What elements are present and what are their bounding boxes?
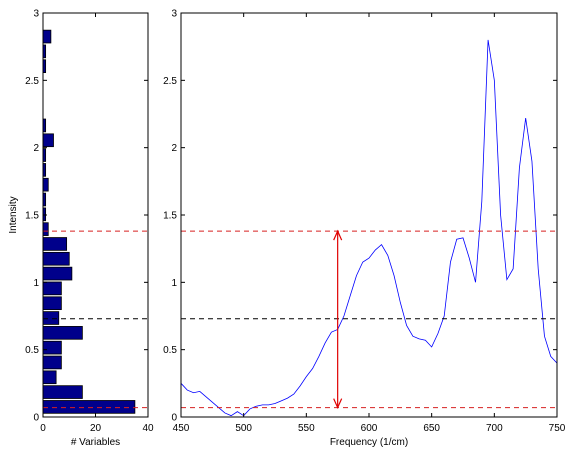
x-tick-label: 0	[40, 423, 46, 434]
x-axis-label: # Variables	[71, 437, 120, 448]
y-tick-label: 2	[33, 143, 39, 154]
x-tick-label: 40	[142, 423, 154, 434]
x-tick-label: 20	[90, 423, 102, 434]
x-tick-label: 500	[235, 423, 252, 434]
y-tick-label: 1.5	[163, 211, 177, 222]
histogram-bar	[42, 326, 83, 340]
axes: 450 500 550 600 650 700 750 0 0.5 1 1.5 2 2.5 3 Freque…	[163, 9, 566, 449]
y-axis-label: Intensity	[8, 196, 19, 233]
y-tick-label: 0	[171, 413, 177, 424]
histogram-bar	[42, 370, 57, 385]
y-tick-label: 2	[171, 143, 177, 154]
arrow-head	[333, 229, 343, 241]
histogram-bar	[42, 296, 62, 311]
x-tick-label: 600	[361, 423, 378, 434]
x-tick-label: 450	[173, 423, 190, 434]
histogram-bar	[42, 266, 73, 281]
x-tick-label: 700	[486, 423, 503, 434]
histogram-bar	[42, 222, 49, 236]
histogram-bar	[42, 281, 62, 296]
histogram-bar	[42, 251, 70, 266]
histogram-bar	[42, 29, 52, 44]
y-tick-label: 1	[171, 278, 177, 289]
x-tick-label: 550	[298, 423, 315, 434]
y-tick-label: 0.5	[25, 345, 39, 356]
y-tick-label: 2.5	[163, 76, 177, 87]
y-tick-label: 0.5	[163, 345, 177, 356]
histogram-bar	[42, 400, 136, 414]
y-tick-label: 1	[33, 278, 39, 289]
y-tick-label: 2.5	[25, 76, 39, 87]
histogram-bar	[42, 133, 54, 148]
histogram-bar	[42, 311, 60, 325]
histogram-bar	[42, 177, 49, 192]
y-tick-label: 3	[33, 9, 39, 20]
spectrum-line	[180, 39, 558, 417]
arrow-head	[333, 398, 343, 410]
histogram-bar	[42, 355, 62, 370]
y-tick-label: 1.5	[25, 211, 39, 222]
x-tick-label: 750	[549, 423, 566, 434]
histogram-bar	[42, 340, 62, 355]
y-tick-label: 0	[33, 413, 39, 424]
x-axis-label: Frequency (1/cm)	[330, 437, 408, 448]
y-tick-label: 3	[171, 9, 177, 20]
histogram-bar	[42, 385, 83, 399]
x-tick-label: 650	[423, 423, 440, 434]
axes: 0 20 40 0 0.5 1 1.5 2 2.5 3 # Variables Intensity	[8, 9, 154, 449]
histogram-bar	[42, 237, 68, 251]
